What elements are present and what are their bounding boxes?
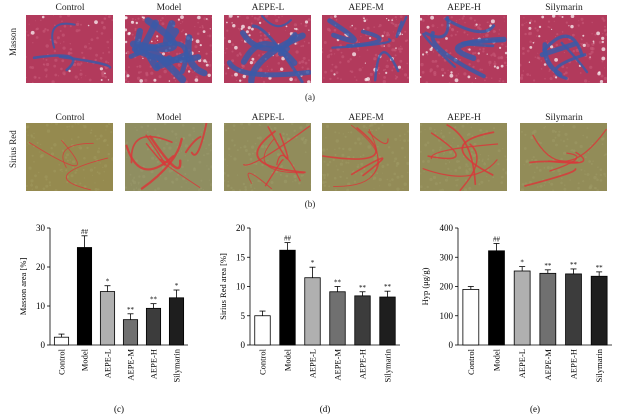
chart-c-significance: **: [150, 296, 158, 304]
chart-d-significance: **: [359, 284, 367, 292]
chart-d-bar: [254, 315, 271, 346]
sirius-red-micrograph-aepe-l: [224, 123, 311, 191]
chart-c-y-tick-label: 0: [41, 340, 46, 350]
chart-d-x-tick-label: AEPE-M: [333, 349, 343, 381]
chart-e-x-tick-label: Model: [492, 348, 502, 371]
masson-micrograph-model: [125, 15, 212, 83]
chart-c-y-tick-label: 20: [36, 262, 46, 272]
chart-e-y-tick-label: 300: [440, 252, 454, 262]
chart-c-bar: [76, 247, 93, 346]
chart-c-bar: [168, 297, 185, 346]
sirius-red-micrograph-aepe-h: [420, 123, 507, 191]
column-label-model: Model: [156, 3, 182, 13]
chart-c-bar: [53, 336, 70, 346]
chart-e-x-tick-label: AEPE-L: [517, 349, 527, 378]
masson-micrograph-aepe-l: [224, 15, 311, 83]
chart-e-y-tick-label: 200: [440, 282, 454, 292]
masson-micrograph-aepe-m: [322, 15, 409, 83]
chart-e-significance: **: [544, 262, 552, 270]
column-label-model: Model: [156, 113, 182, 123]
chart-c-x-tick-label: Control: [57, 348, 67, 375]
chart-e-caption: (e): [530, 404, 540, 414]
chart-e-y-axis-label: Hyp (μg/g): [420, 267, 430, 305]
column-label-aepe-l: AEPE-L: [251, 113, 285, 123]
chart-e-y-tick-label: 0: [449, 340, 454, 350]
chart-e-bar: [462, 289, 480, 346]
chart-e-x-tick-label: Silymarin: [594, 348, 604, 382]
caption-a: (a): [305, 92, 315, 102]
chart-e-bar: [513, 270, 531, 346]
masson-micrograph-control: [26, 15, 113, 83]
chart-d-caption: (d): [320, 404, 331, 414]
chart-d-x-tick-label: AEPE-L: [308, 349, 318, 378]
chart-e-y-tick-label: 100: [440, 311, 454, 321]
chart-d-y-tick-label: 0: [241, 340, 246, 350]
chart-d-significance: *: [311, 259, 315, 267]
column-label-silymarin: Silymarin: [545, 3, 583, 13]
chart-c-significance: *: [175, 282, 179, 290]
chart-d-x-tick-label: Silymarin: [383, 348, 393, 382]
sirius-red-micrograph-control: [26, 123, 113, 191]
chart-d-significance: ##: [284, 235, 292, 243]
chart-c-y-tick-label: 30: [36, 223, 46, 233]
column-label-silymarin: Silymarin: [545, 113, 583, 123]
chart-d-bar: [304, 277, 321, 346]
chart-d-y-tick-label: 15: [236, 252, 246, 262]
sirius-red-micrograph-aepe-m: [322, 123, 409, 191]
chart-c-y-axis-label: Masson area [%]: [18, 258, 28, 316]
chart-d-y-tick-label: 20: [236, 223, 246, 233]
chart-c-caption: (c): [114, 404, 124, 414]
masson-micrograph-silymarin: [520, 15, 607, 83]
chart-c-x-tick-label: Model: [80, 348, 90, 371]
row-label-sirius-red: Sirius Red: [8, 130, 18, 168]
chart-e-bar: [565, 273, 582, 346]
chart-c-bar: [122, 319, 139, 346]
chart-d-significance: **: [384, 283, 392, 291]
chart-d-bar: [354, 295, 371, 346]
sirius-red-micrograph-model: [125, 123, 212, 191]
chart-e-x-tick-label: AEPE-M: [543, 349, 553, 381]
chart-d-x-tick-label: Model: [283, 348, 293, 371]
chart-c-x-tick-label: AEPE-M: [126, 349, 136, 381]
chart-c-x-tick-label: AEPE-H: [149, 349, 159, 379]
chart-e-significance: ##: [493, 236, 501, 244]
column-label-aepe-h: AEPE-H: [447, 113, 481, 123]
chart-c-significance: ##: [81, 228, 89, 236]
chart-d-bar: [379, 296, 396, 346]
caption-b: (b): [304, 199, 316, 209]
column-label-aepe-l: AEPE-L: [251, 3, 285, 13]
chart-e-significance: **: [596, 264, 604, 272]
row-label-masson: Masson: [8, 27, 18, 56]
column-label-aepe-m: AEPE-M: [348, 3, 384, 13]
chart-e-x-tick-label: Control: [466, 348, 476, 375]
chart-e-x-tick-label: AEPE-H: [569, 349, 579, 379]
chart-e-bar: [539, 272, 557, 346]
chart-d-significance: **: [334, 279, 342, 287]
chart-d-x-tick-label: AEPE-H: [358, 349, 368, 379]
chart-c-bar: [145, 307, 162, 346]
chart-d-y-tick-label: 10: [236, 282, 246, 292]
chart-c-bar: [99, 291, 116, 346]
chart-c-significance: **: [127, 306, 135, 314]
chart-e-bar: [590, 275, 608, 346]
chart-d-x-tick-label: Control: [258, 348, 268, 375]
chart-e-significance: *: [520, 259, 524, 267]
column-label-aepe-m: AEPE-M: [348, 113, 384, 123]
masson-micrograph-aepe-h: [420, 15, 507, 83]
chart-d-bar: [279, 249, 296, 346]
sirius-red-micrograph-silymarin: [520, 123, 607, 191]
chart-c-x-tick-label: AEPE-L: [103, 349, 113, 378]
chart-d-bar: [329, 291, 346, 346]
chart-c-significance: *: [106, 278, 110, 286]
column-label-aepe-h: AEPE-H: [447, 3, 481, 13]
chart-d-y-tick-label: 5: [241, 311, 246, 321]
column-label-control: Control: [55, 3, 85, 13]
chart-c-x-tick-label: Silymarin: [172, 348, 182, 382]
chart-e-bar: [488, 250, 505, 346]
chart-c-y-tick-label: 10: [36, 301, 46, 311]
column-label-control: Control: [55, 113, 85, 123]
chart-e-significance: **: [570, 261, 578, 269]
chart-e-y-tick-label: 400: [440, 223, 454, 233]
chart-d-y-axis-label: Sirius Red area [%]: [218, 253, 228, 320]
